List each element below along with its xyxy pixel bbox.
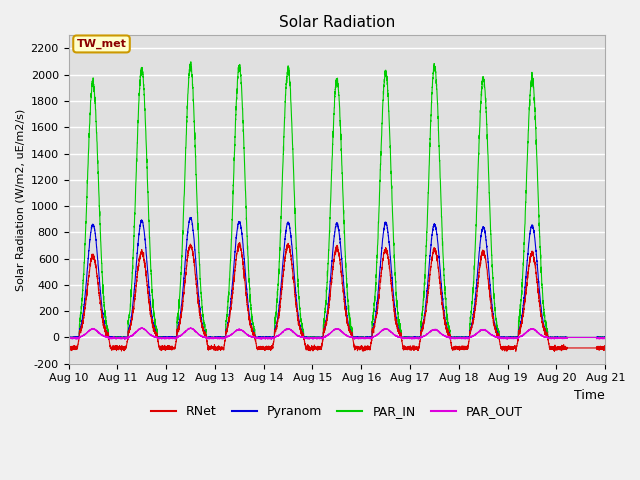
Pyranom [364, 335, 372, 340]
Pyranom [184, 225, 192, 230]
RNet [65, 344, 72, 349]
PAR_IN [369, 319, 376, 324]
Y-axis label: Solar Radiation (W/m2, uE/m2/s): Solar Radiation (W/m2, uE/m2/s) [15, 108, 25, 291]
PAR_IN [184, 85, 192, 91]
PAR_IN [65, 335, 72, 340]
PAR_OUT [65, 335, 72, 340]
PAR_OUT [497, 336, 505, 341]
PAR_OUT [75, 335, 83, 341]
PAR_IN [602, 335, 609, 340]
PAR_IN [364, 334, 372, 340]
RNet [497, 345, 505, 350]
PAR_OUT [447, 336, 454, 342]
Title: Solar Radiation: Solar Radiation [279, 15, 395, 30]
Text: TW_met: TW_met [77, 39, 127, 49]
Pyranom [75, 335, 83, 340]
PAR_IN [75, 335, 83, 340]
PAR_IN [497, 335, 505, 340]
RNet [135, 257, 143, 263]
PAR_OUT [135, 326, 143, 332]
RNet [184, 251, 192, 256]
Pyranom [187, 215, 195, 220]
Pyranom [497, 335, 505, 340]
PAR_OUT [602, 336, 609, 341]
Legend: RNet, Pyranom, PAR_IN, PAR_OUT: RNet, Pyranom, PAR_IN, PAR_OUT [146, 400, 527, 423]
Line: PAR_OUT: PAR_OUT [68, 328, 605, 339]
Pyranom [136, 229, 143, 235]
PAR_IN [187, 59, 195, 65]
X-axis label: Time: Time [575, 389, 605, 402]
Line: RNet: RNet [68, 242, 605, 351]
PAR_OUT [186, 325, 194, 331]
PAR_OUT [369, 334, 376, 339]
PAR_OUT [184, 326, 192, 332]
RNet [602, 344, 609, 350]
RNet [364, 345, 372, 351]
Pyranom [602, 335, 609, 340]
RNet [550, 348, 558, 354]
Line: PAR_IN: PAR_IN [68, 62, 605, 337]
Pyranom [369, 330, 376, 336]
Pyranom [65, 335, 72, 340]
Pyranom [65, 334, 72, 340]
PAR_OUT [364, 335, 372, 340]
RNet [75, 338, 83, 344]
RNet [236, 240, 244, 245]
RNet [369, 328, 376, 334]
PAR_IN [135, 91, 143, 97]
Line: Pyranom: Pyranom [68, 217, 605, 337]
